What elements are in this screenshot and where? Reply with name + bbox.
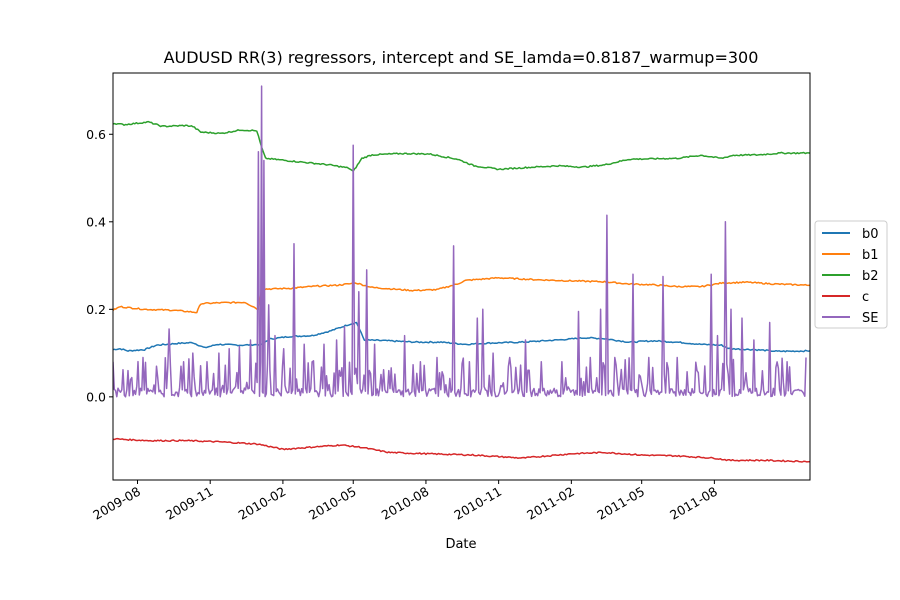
x-axis-label: Date (445, 537, 476, 552)
plot-area (112, 72, 811, 481)
y-axis: 0.0 0.2 0.4 0.6 (86, 127, 113, 404)
y-tick-label: 0.6 (86, 127, 106, 142)
y-tick-label: 0.2 (86, 302, 106, 317)
y-tick-label: 0.4 (86, 214, 106, 229)
legend-label-b2: b2 (862, 269, 879, 284)
x-tick-label: 2011-02 (524, 484, 577, 523)
legend-label-c: c (862, 290, 869, 305)
plot-frame (112, 72, 811, 481)
x-tick-label: 2010-08 (379, 484, 432, 523)
legend-box (814, 220, 888, 329)
x-axis: 2009-08 2009-11 2010-02 2010-05 2010-08 2010-… (90, 480, 720, 523)
x-tick-label: 2010-05 (306, 484, 359, 523)
x-tick-label: 2010-11 (451, 484, 504, 523)
legend-label-se: SE (862, 311, 878, 326)
x-tick-label: 2009-11 (163, 484, 216, 523)
legend-label-b1: b1 (862, 248, 879, 263)
series-line-b1 (113, 276, 810, 314)
chart-title: AUDUSD RR(3) regressors, intercept and S… (164, 48, 759, 68)
series-layer (113, 85, 810, 463)
legend-label-b0: b0 (862, 227, 879, 242)
series-line-se (113, 85, 807, 398)
x-tick-label: 2011-08 (667, 484, 720, 523)
plot-background (113, 73, 810, 480)
x-tick-label: 2010-02 (236, 484, 289, 523)
series-line-b2 (113, 120, 810, 172)
y-tick-label: 0.0 (86, 389, 106, 404)
series-line-c (113, 437, 810, 463)
legend: b0 b1 b2 c SE (814, 220, 888, 329)
x-tick-label: 2009-08 (90, 484, 143, 523)
x-tick-label: 2011-05 (594, 484, 647, 523)
series-line-b0 (113, 321, 810, 353)
